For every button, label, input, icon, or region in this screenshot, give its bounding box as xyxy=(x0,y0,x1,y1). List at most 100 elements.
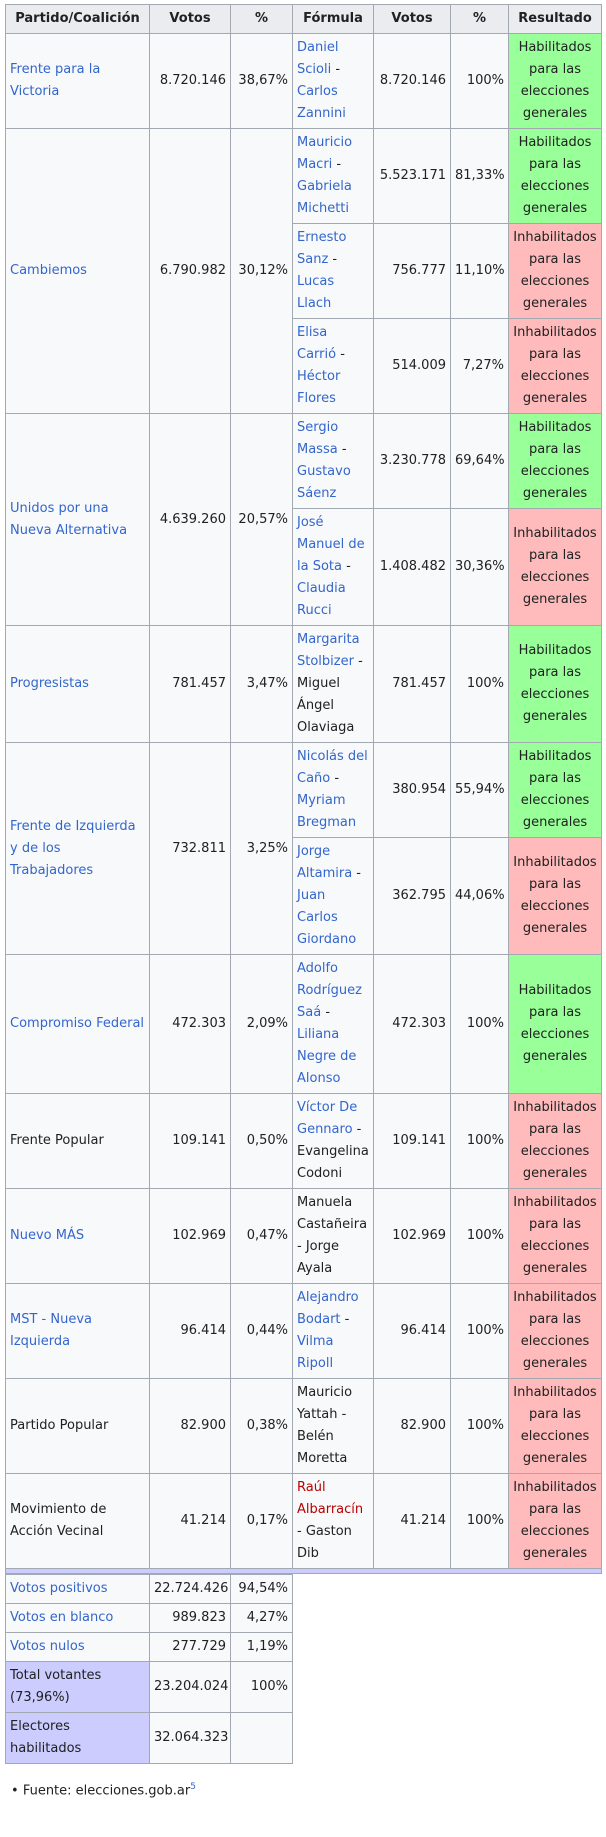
summary-row: Votos en blanco 989.823 4,27% xyxy=(5,1603,293,1633)
party-votes: 109.141 xyxy=(149,1093,231,1189)
party-pct: 0,17% xyxy=(230,1473,293,1569)
party-cell: Compromiso Federal xyxy=(5,954,150,1094)
party-cell: Progresistas xyxy=(5,625,150,743)
formula-pct: 7,27% xyxy=(450,318,509,414)
candidate-link[interactable]: Juan Carlos Giordano xyxy=(297,888,357,947)
candidate-link[interactable]: Sergio Massa xyxy=(297,420,339,457)
summary-label: Votos nulos xyxy=(5,1632,150,1662)
result-cell: Inhabilitados para las elecciones genera… xyxy=(508,223,602,319)
party-votes: 102.969 xyxy=(149,1188,231,1284)
candidate-link[interactable]: Lucas Llach xyxy=(297,274,335,311)
candidate-link[interactable]: Raúl Albarracín xyxy=(297,1480,364,1517)
formula-text: - Gaston Dib xyxy=(297,1524,352,1561)
formula-votes: 1.408.482 xyxy=(373,508,451,626)
summary-link[interactable]: Votos positivos xyxy=(10,1581,108,1596)
summary-votes: 22.724.426 xyxy=(149,1574,231,1604)
footnote-ref[interactable]: 5 xyxy=(190,1782,196,1792)
party-link[interactable]: MST - Nueva Izquierda xyxy=(10,1312,92,1349)
results-table: Partido/Coalición Votos% Fórmula Votos% Resu… xyxy=(5,4,602,1574)
party-link[interactable]: Cambiemos xyxy=(10,263,87,278)
party-votes: 41.214 xyxy=(149,1473,231,1569)
party-link[interactable]: Nuevo MÁS xyxy=(10,1228,85,1243)
formula-pct: 81,33% xyxy=(450,128,509,224)
column-header: Partido/Coalición xyxy=(5,4,150,34)
summary-link[interactable]: Votos en blanco xyxy=(10,1610,114,1625)
party-link[interactable]: Frente para la Victoria xyxy=(10,62,101,99)
formula-pct: 11,10% xyxy=(450,223,509,319)
summary-link[interactable]: Votos nulos xyxy=(10,1639,85,1654)
formula-cell: Jorge Altamira - Juan Carlos Giordano xyxy=(292,837,374,955)
summary-label: Votos en blanco xyxy=(5,1603,150,1633)
party-link[interactable]: Progresistas xyxy=(10,676,89,691)
column-header: % xyxy=(450,4,509,34)
party-pct: 3,25% xyxy=(230,742,293,955)
column-header: Votos xyxy=(149,4,231,34)
formula-text: - xyxy=(331,62,341,77)
party-pct: 0,50% xyxy=(230,1093,293,1189)
formula-text: - xyxy=(337,442,347,457)
result-row: Ernesto Sanz - Lucas Llach 756.777 11,10% I… xyxy=(6,223,602,319)
formula-votes: 380.954 xyxy=(373,742,451,838)
result-row: José Manuel de la Sota - Claudia Rucci 1.… xyxy=(6,508,602,626)
party-votes: 4.639.260 xyxy=(149,413,231,626)
party-cell: Nuevo MÁS xyxy=(5,1188,150,1284)
candidate-link[interactable]: Liliana Negre de Alonso xyxy=(297,1027,357,1086)
party-name: Frente Popular xyxy=(10,1133,104,1148)
party-votes: 96.414 xyxy=(149,1283,231,1379)
result-row: Frente Popular 109.141 0,50% Víctor De Genn… xyxy=(5,1093,602,1189)
party-votes: 82.900 xyxy=(149,1378,231,1474)
party-link[interactable]: Frente de Izquierda y de los Trabajadore… xyxy=(10,818,136,878)
party-cell: Cambiemos xyxy=(5,128,150,414)
formula-votes: 82.900 xyxy=(373,1378,451,1474)
candidate-link[interactable]: Gabriela Michetti xyxy=(297,179,352,216)
column-header: % xyxy=(230,4,293,34)
formula-votes: 109.141 xyxy=(373,1093,451,1189)
party-link[interactable]: Unidos por una Nueva Alternativa xyxy=(10,500,128,538)
result-row: Movimiento de Acción Vecinal 41.214 0,17% R… xyxy=(5,1473,602,1569)
candidate-link[interactable]: Mauricio Macri xyxy=(297,135,353,172)
footnote: • Fuente: elecciones.gob.ar5 xyxy=(11,1782,196,1799)
formula-text: - xyxy=(340,1312,350,1327)
candidate-link[interactable]: Gustavo Sáenz xyxy=(297,464,351,501)
result-row: Frente para la Victoria 8.720.146 38,67% Da… xyxy=(5,33,602,129)
candidate-link[interactable]: Claudia Rucci xyxy=(297,581,346,618)
separator-row xyxy=(5,1568,602,1574)
candidate-link[interactable]: Ernesto Sanz xyxy=(297,230,347,267)
party-name: Partido Popular xyxy=(10,1418,109,1433)
candidate-link[interactable]: Jorge Altamira xyxy=(297,844,353,881)
candidate-link[interactable]: Alejandro Bodart xyxy=(297,1290,359,1327)
formula-text: - xyxy=(336,347,345,362)
summary-label: Total votantes (73,96%) xyxy=(5,1661,150,1713)
candidate-link[interactable]: Carlos Zannini xyxy=(297,84,346,121)
result-cell: Inhabilitados para las elecciones genera… xyxy=(508,1378,602,1474)
party-cell: Frente Popular xyxy=(5,1093,150,1189)
summary-pct: 1,19% xyxy=(230,1632,293,1662)
formula-pct: 100% xyxy=(450,954,509,1094)
formula-cell: Ernesto Sanz - Lucas Llach xyxy=(292,223,374,319)
formula-cell: Daniel Scioli - Carlos Zannini xyxy=(292,33,374,129)
result-row: Elisa Carrió - Héctor Flores 514.009 7,27%… xyxy=(6,318,602,414)
formula-text: - xyxy=(321,1005,331,1020)
summary-text: Electores habilitados xyxy=(10,1719,82,1756)
summary-pct: 94,54% xyxy=(230,1574,293,1604)
summary-row: Electores habilitados 32.064.323 xyxy=(5,1712,293,1764)
summary-label: Votos positivos xyxy=(5,1574,150,1604)
formula-cell: Elisa Carrió - Héctor Flores xyxy=(292,318,374,414)
party-votes: 6.790.982 xyxy=(149,128,231,414)
party-cell: Movimiento de Acción Vecinal xyxy=(5,1473,150,1569)
candidate-link[interactable]: Elisa Carrió xyxy=(297,325,337,362)
candidate-link[interactable]: Myriam Bregman xyxy=(297,793,357,830)
candidate-link[interactable]: Margarita Stolbizer xyxy=(297,632,360,669)
formula-text: - xyxy=(352,866,361,881)
candidate-link[interactable]: Adolfo Rodríguez Saá xyxy=(297,961,362,1020)
party-pct: 2,09% xyxy=(230,954,293,1094)
header-row: Partido/Coalición Votos% Fórmula Votos% Resu… xyxy=(5,4,602,34)
candidate-link[interactable]: Víctor De Gennaro xyxy=(297,1100,358,1137)
candidate-link[interactable]: Héctor Flores xyxy=(297,369,341,406)
candidate-link[interactable]: Nicolás del Caño xyxy=(297,749,368,786)
candidate-link[interactable]: José Manuel de la Sota xyxy=(297,515,365,574)
candidate-link[interactable]: Vilma Ripoll xyxy=(297,1334,334,1371)
candidate-link[interactable]: Daniel Scioli xyxy=(297,40,339,77)
party-link[interactable]: Compromiso Federal xyxy=(10,1016,145,1031)
